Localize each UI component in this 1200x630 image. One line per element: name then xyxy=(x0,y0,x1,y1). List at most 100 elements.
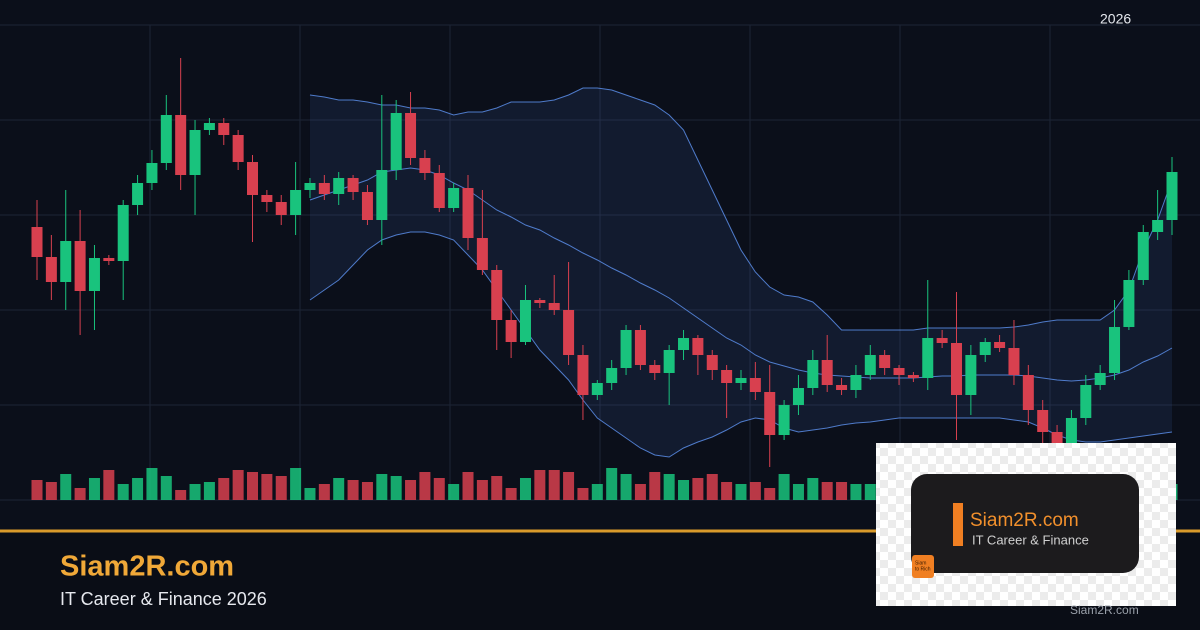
candle-body xyxy=(31,227,43,257)
volume-bar xyxy=(620,474,632,500)
volume-bar xyxy=(548,470,560,500)
volume-bar xyxy=(678,480,690,500)
candle-body xyxy=(1022,375,1034,410)
volume-bar xyxy=(232,470,244,500)
candle-body xyxy=(1051,432,1063,445)
candle-body xyxy=(1123,280,1135,327)
candle-body xyxy=(577,355,589,395)
volume-bar xyxy=(663,474,675,500)
candle-body xyxy=(721,370,733,383)
candle-body xyxy=(275,202,287,215)
volume-bar xyxy=(103,470,115,500)
volume-bar xyxy=(290,468,302,500)
candle-body xyxy=(261,195,273,202)
candle-body xyxy=(1109,327,1121,373)
candle-body xyxy=(1152,220,1164,232)
candle-body xyxy=(132,183,144,205)
candle-body xyxy=(548,303,560,310)
volume-bar xyxy=(160,476,172,500)
candle-body xyxy=(519,300,531,342)
candle-body xyxy=(376,170,388,220)
watermark: Siam2R.com xyxy=(1070,603,1139,617)
card-title: Siam2R.com xyxy=(970,510,1079,531)
candle-body xyxy=(491,270,503,320)
candle-body xyxy=(1094,373,1106,385)
card-panel xyxy=(911,474,1139,573)
candle-body xyxy=(979,342,991,355)
card-subtitle: IT Career & Finance xyxy=(972,532,1089,547)
year-label: 2026 xyxy=(1100,11,1131,27)
candle-body xyxy=(836,385,848,390)
candle-body xyxy=(160,115,172,163)
volume-bar xyxy=(836,482,848,500)
volume-bar xyxy=(117,484,129,500)
volume-bar xyxy=(721,482,733,500)
volume-bar xyxy=(749,482,761,500)
candle-body xyxy=(591,383,603,395)
candle-body xyxy=(117,205,129,261)
volume-bar xyxy=(850,484,862,500)
volume-bar xyxy=(563,472,575,500)
volume-bar xyxy=(390,476,402,500)
candle-body xyxy=(189,130,201,175)
candle-body xyxy=(247,162,259,195)
brand-subtitle: IT Career & Finance 2026 xyxy=(60,589,267,609)
volume-bar xyxy=(792,484,804,500)
volume-bar xyxy=(405,480,417,500)
volume-bar xyxy=(534,470,546,500)
candle-body xyxy=(333,178,345,194)
candle-body xyxy=(505,320,517,342)
candle-body xyxy=(893,368,905,375)
volume-bar xyxy=(577,488,589,500)
volume-bar xyxy=(519,478,531,500)
volume-bar xyxy=(476,480,488,500)
candle-body xyxy=(347,178,359,192)
band-line xyxy=(309,87,1173,331)
volume-bar xyxy=(218,478,230,500)
volume-bar xyxy=(247,472,259,500)
candle-body xyxy=(950,343,962,395)
candle-body xyxy=(764,392,776,435)
candle-body xyxy=(936,338,948,343)
candle-body xyxy=(864,355,876,375)
volume-bar xyxy=(88,478,100,500)
badge-line: Siam xyxy=(915,560,926,566)
candle-body xyxy=(1137,232,1149,280)
candle-body xyxy=(1080,385,1092,418)
candle-body xyxy=(1065,418,1077,445)
volume-bar xyxy=(203,482,215,500)
volume-bar xyxy=(74,488,86,500)
plot xyxy=(31,58,1178,500)
candle-body xyxy=(807,360,819,388)
candle-body xyxy=(879,355,891,368)
volume-bar xyxy=(175,490,187,500)
candle-body xyxy=(706,355,718,370)
volume-bar xyxy=(778,474,790,500)
candle-body xyxy=(60,241,72,282)
candle-body xyxy=(821,360,833,385)
candle-body xyxy=(692,338,704,355)
volume-bar xyxy=(146,468,158,500)
volume-bar xyxy=(419,472,431,500)
volume-bar xyxy=(60,474,72,500)
volume-bar xyxy=(735,484,747,500)
volume-bar xyxy=(304,488,316,500)
volume-bar xyxy=(649,472,661,500)
candle-body xyxy=(649,365,661,373)
candle-body xyxy=(965,355,977,395)
candle-body xyxy=(448,188,460,208)
candle-body xyxy=(606,368,618,383)
candle-body xyxy=(419,158,431,173)
volume-bar xyxy=(45,482,57,500)
badge-line: to Rich xyxy=(915,566,931,572)
candle-body xyxy=(907,375,919,378)
volume-bar xyxy=(706,474,718,500)
candle-body xyxy=(922,338,934,378)
candle-body xyxy=(735,378,747,383)
logo-card: Siam2R.com IT Career & Finance Siam to R… xyxy=(876,443,1176,606)
volume-bar xyxy=(606,468,618,500)
candle-body xyxy=(1037,410,1049,432)
volume-bar xyxy=(333,478,345,500)
volume-bar xyxy=(376,474,388,500)
candle-body xyxy=(175,115,187,175)
